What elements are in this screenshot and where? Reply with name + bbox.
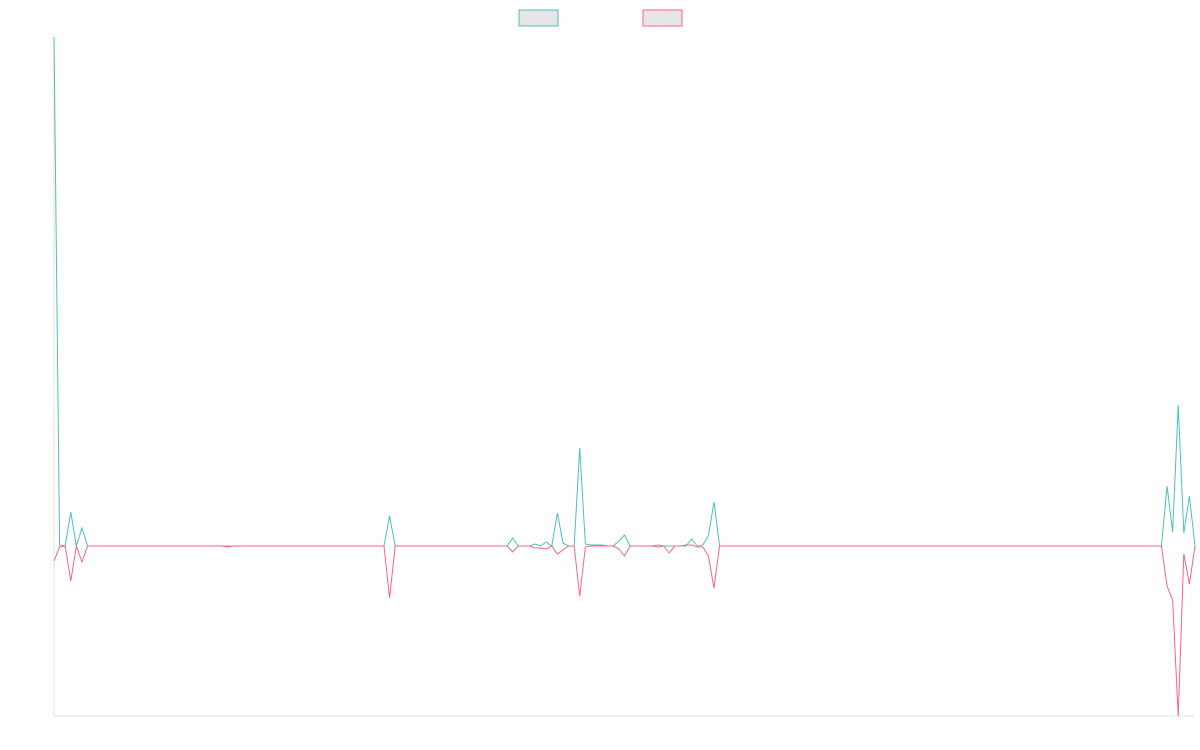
legend-swatch[interactable] — [518, 9, 559, 27]
series-line — [53, 544, 1196, 717]
series-line — [53, 36, 1196, 547]
legend-swatch[interactable] — [642, 9, 683, 27]
